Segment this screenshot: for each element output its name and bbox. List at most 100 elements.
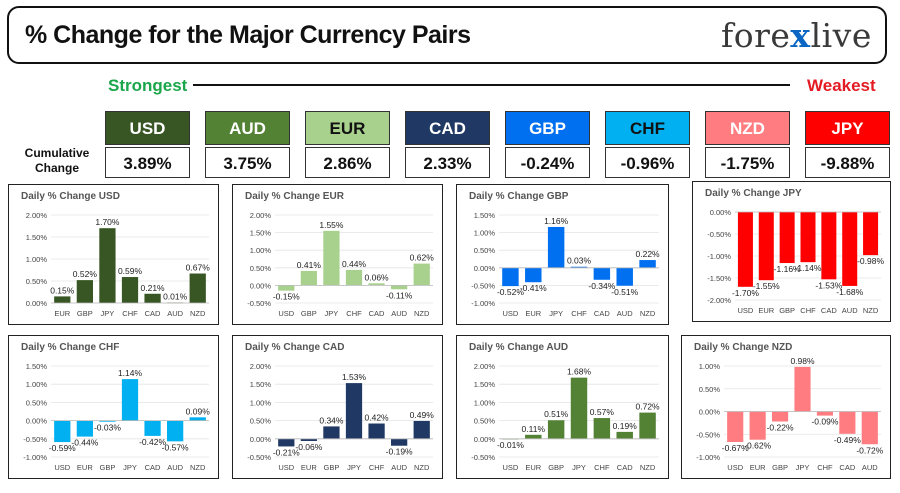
bar-jpy bbox=[345, 383, 363, 439]
y-tick-label: 2.00% bbox=[474, 362, 496, 371]
data-label: 0.01% bbox=[163, 292, 188, 302]
data-label: -0.06% bbox=[295, 442, 322, 452]
currency-name: NZD bbox=[705, 111, 790, 145]
y-tick-label: 1.00% bbox=[26, 380, 48, 389]
y-tick-label: 0.50% bbox=[474, 417, 496, 426]
bar-aud bbox=[842, 212, 858, 286]
data-label: -0.09% bbox=[811, 417, 838, 427]
cumulative-value: -0.96% bbox=[605, 147, 690, 178]
bar-eur bbox=[76, 420, 93, 437]
data-label: 0.72% bbox=[636, 402, 661, 412]
bar-eur bbox=[525, 434, 542, 439]
y-tick-label: -0.50% bbox=[696, 430, 720, 439]
y-tick-label: 1.00% bbox=[250, 398, 272, 407]
bar-gbp bbox=[76, 280, 93, 303]
bar-chart: -0.50% 0.00% 0.50% 1.00% 1.50% 2.00% -0.21% USD… bbox=[247, 362, 435, 472]
y-tick-label: -2.00% bbox=[707, 296, 731, 305]
data-label: 0.22% bbox=[636, 249, 661, 259]
data-label: 0.06% bbox=[365, 272, 390, 282]
data-label: -0.44% bbox=[71, 438, 98, 448]
bar-cad bbox=[616, 431, 633, 439]
x-tick-label: GBP bbox=[772, 463, 788, 472]
data-label: -0.41% bbox=[520, 283, 547, 293]
bar-aud bbox=[616, 267, 633, 286]
bar-chf bbox=[570, 266, 588, 268]
currency-name: USD bbox=[105, 111, 190, 145]
data-label: -1.16% bbox=[774, 264, 801, 274]
bar-eur bbox=[525, 267, 542, 283]
currency-box-chf: CHF -0.96% bbox=[605, 111, 690, 178]
x-tick-label: USD bbox=[278, 309, 294, 318]
x-tick-label: USD bbox=[503, 463, 519, 472]
bar-chart: -1.00% -0.50% 0.00% 0.50% 1.00% 1.50% -0.52% US… bbox=[471, 211, 661, 318]
data-label: 0.59% bbox=[118, 266, 143, 276]
bar-chart: 0.00% 0.50% 1.00% 1.50% 2.00% 0.15% EUR 0.52% GB… bbox=[26, 211, 210, 318]
x-tick-label: USD bbox=[727, 463, 743, 472]
chart-title: Daily % Change JPY bbox=[705, 188, 802, 199]
y-tick-label: 1.00% bbox=[26, 255, 48, 264]
cumulative-value: -9.88% bbox=[805, 147, 890, 178]
cumulative-value: 3.89% bbox=[105, 147, 190, 178]
x-tick-label: CAD bbox=[369, 309, 385, 318]
bar-cad bbox=[144, 420, 161, 436]
bar-gbp bbox=[771, 411, 789, 422]
x-tick-label: GBP bbox=[100, 463, 116, 472]
data-label: -0.59% bbox=[49, 443, 76, 453]
bar-usd bbox=[727, 411, 744, 442]
bar-chf bbox=[345, 269, 363, 286]
cumulative-label-line2: Change bbox=[34, 161, 79, 175]
bar-chart: -0.50% 0.00% 0.50% 1.00% 1.50% 2.00% -0.15% USD… bbox=[247, 211, 435, 318]
x-tick-label: NZD bbox=[414, 463, 430, 472]
header-box: % Change for the Major Currency Pairs fo… bbox=[7, 6, 887, 64]
y-tick-label: 0.00% bbox=[474, 435, 496, 444]
y-tick-label: -1.50% bbox=[707, 274, 731, 283]
y-tick-label: 0.50% bbox=[26, 398, 48, 407]
x-tick-label: EUR bbox=[77, 463, 93, 472]
data-label: -1.14% bbox=[795, 263, 822, 273]
data-label: 0.57% bbox=[590, 407, 615, 417]
y-tick-label: -1.00% bbox=[471, 299, 495, 308]
y-tick-label: 0.50% bbox=[250, 417, 272, 426]
page-title: % Change for the Major Currency Pairs bbox=[25, 21, 471, 49]
y-tick-label: -1.00% bbox=[707, 252, 731, 261]
bar-usd bbox=[502, 267, 519, 287]
data-label: 0.41% bbox=[297, 260, 322, 270]
x-tick-label: CAD bbox=[594, 309, 610, 318]
bar-eur bbox=[54, 296, 71, 303]
data-label: -0.57% bbox=[162, 442, 189, 452]
data-label: 1.70% bbox=[95, 217, 120, 227]
bar-chf bbox=[593, 418, 611, 439]
x-tick-label: CHF bbox=[800, 306, 816, 315]
x-tick-label: EUR bbox=[758, 306, 774, 315]
y-tick-label: 0.00% bbox=[26, 299, 48, 308]
x-tick-label: NZD bbox=[640, 309, 656, 318]
x-tick-label: EUR bbox=[54, 309, 70, 318]
x-tick-label: CAD bbox=[839, 463, 855, 472]
data-label: 1.16% bbox=[544, 216, 569, 226]
forexlive-logo: forexlive bbox=[721, 16, 872, 55]
data-label: 0.11% bbox=[522, 424, 546, 434]
x-tick-label: CAD bbox=[145, 309, 161, 318]
bar-usd bbox=[278, 438, 295, 447]
y-tick-label: -1.00% bbox=[696, 453, 720, 462]
cumulative-value: -0.24% bbox=[505, 147, 590, 178]
y-tick-label: -0.50% bbox=[471, 453, 495, 462]
currency-box-aud: AUD 3.75% bbox=[205, 111, 290, 178]
bar-jpy bbox=[570, 377, 588, 439]
chart-panel-usd: Daily % Change USD 0.00% 0.50% 1.00% 1.50% 2.… bbox=[8, 184, 219, 325]
cumulative-change-label: Cumulative Change bbox=[22, 146, 92, 176]
x-tick-label: CHF bbox=[817, 463, 833, 472]
data-label: 0.49% bbox=[410, 410, 435, 420]
x-tick-label: CHF bbox=[594, 463, 610, 472]
data-label: 0.98% bbox=[790, 356, 815, 366]
data-label: -0.98% bbox=[857, 256, 884, 266]
strength-scale-line bbox=[193, 84, 790, 86]
x-tick-label: EUR bbox=[301, 463, 317, 472]
bar-nzd bbox=[863, 212, 879, 256]
data-label: 0.62% bbox=[410, 253, 435, 263]
bar-eur bbox=[749, 411, 766, 440]
bar-jpy bbox=[794, 366, 811, 412]
bar-nzd bbox=[413, 263, 430, 286]
chart-title: Daily % Change CAD bbox=[245, 342, 345, 353]
y-tick-label: -0.50% bbox=[247, 453, 271, 462]
